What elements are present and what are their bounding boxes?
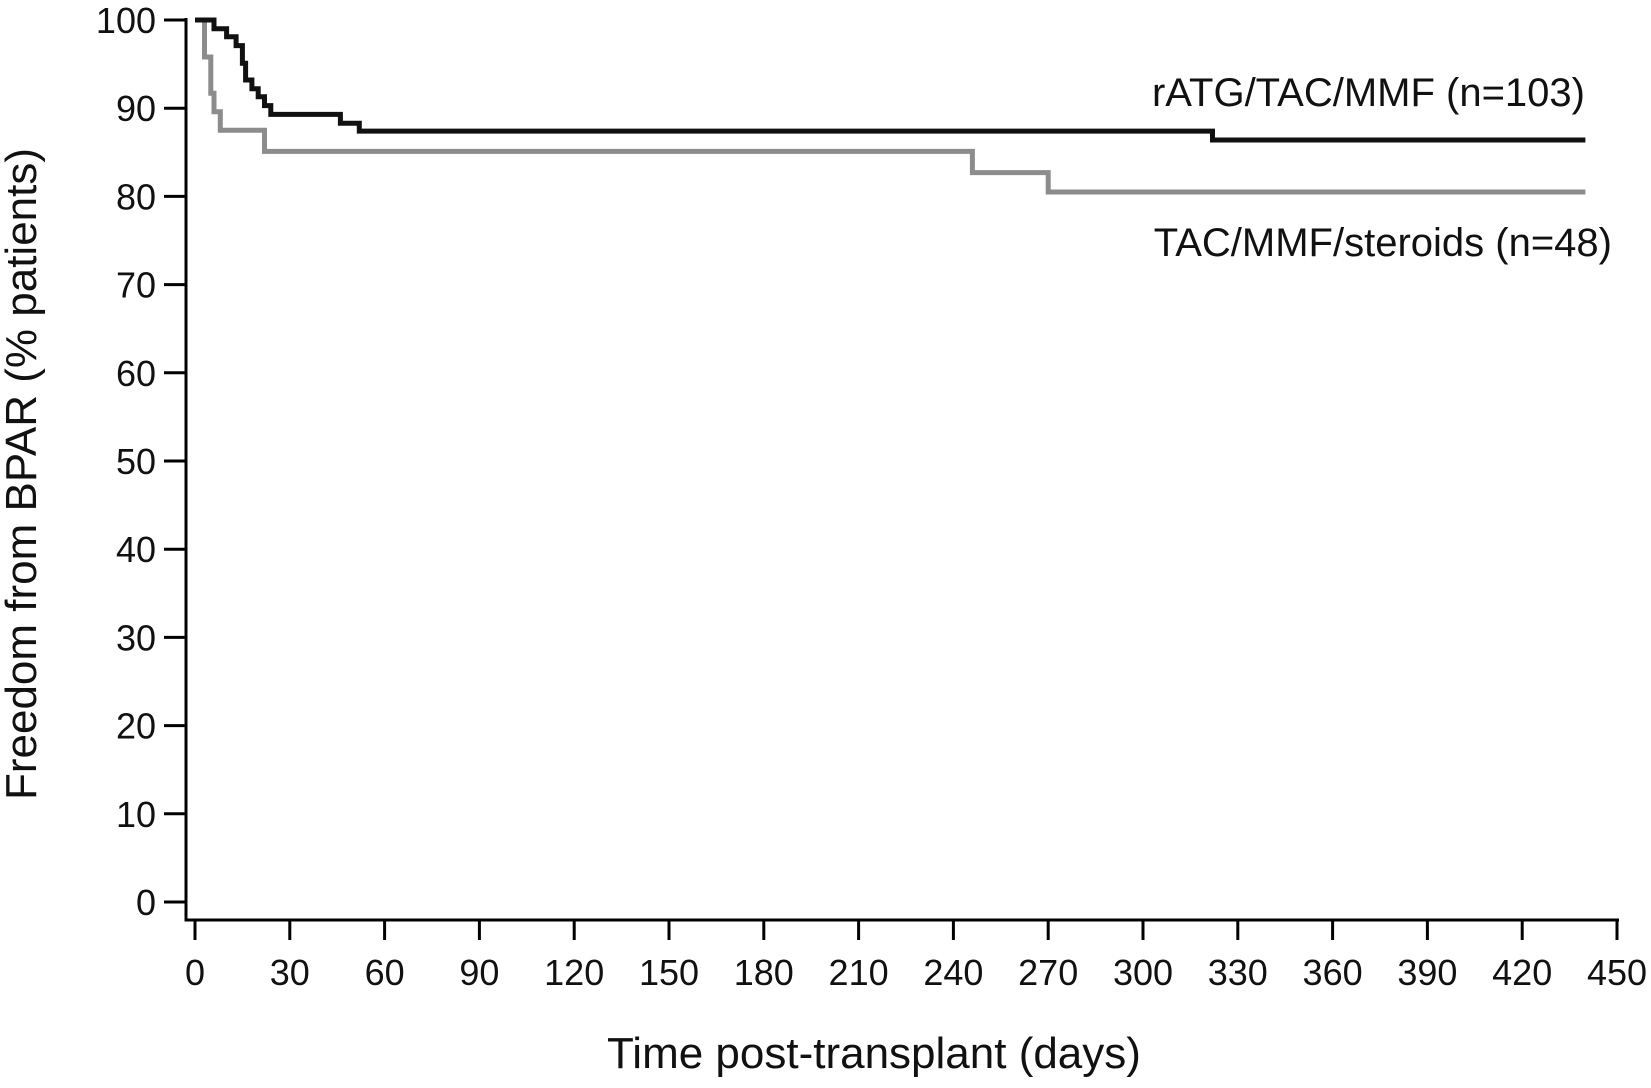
x-tick-label: 90 [459, 952, 499, 993]
series-line-1 [195, 17, 1586, 195]
x-tick-label: 150 [639, 952, 699, 993]
x-tick-label: 0 [185, 952, 205, 993]
x-tick-label: 240 [923, 952, 983, 993]
y-tick-label: 30 [116, 617, 156, 658]
series-label-tac-steroids: TAC/MMF/steroids (n=48) [1154, 221, 1612, 265]
x-tick-label: 360 [1303, 952, 1363, 993]
y-tick-label: 50 [116, 441, 156, 482]
x-tick-label: 60 [365, 952, 405, 993]
x-tick-label: 300 [1113, 952, 1173, 993]
x-tick-label: 270 [1018, 952, 1078, 993]
x-tick-label: 210 [829, 952, 889, 993]
y-tick-label: 70 [116, 265, 156, 306]
x-tick-label: 120 [544, 952, 604, 993]
y-axis-title: Freedom from BPAR (% patients) [0, 148, 46, 800]
y-tick-label: 10 [116, 794, 156, 835]
x-tick-label: 330 [1208, 952, 1268, 993]
series-layer [195, 17, 1586, 195]
x-tick-label: 420 [1492, 952, 1552, 993]
y-tick-label: 80 [116, 176, 156, 217]
x-tick-label: 180 [734, 952, 794, 993]
x-tick-label: 390 [1397, 952, 1457, 993]
y-tick-label: 100 [96, 0, 156, 41]
x-tick-label: 450 [1587, 952, 1647, 993]
y-tick-label: 40 [116, 529, 156, 570]
y-tick-label: 60 [116, 353, 156, 394]
y-tick-label: 0 [136, 882, 156, 923]
y-tick-label: 90 [116, 88, 156, 129]
x-tick-label: 30 [270, 952, 310, 993]
x-axis-title: Time post-transplant (days) [607, 1029, 1141, 1078]
y-axis-ticks: 0 10 20 30 40 50 60 70 80 90 100 [96, 0, 186, 923]
x-axis-ticks: 0 30 60 90 120 150 180 210 240 270 300 330 360 390 420… [185, 920, 1647, 993]
series-label-ratg: rATG/TAC/MMF (n=103) [1152, 71, 1585, 115]
y-tick-label: 20 [116, 706, 156, 747]
series-line-0 [195, 17, 1586, 143]
